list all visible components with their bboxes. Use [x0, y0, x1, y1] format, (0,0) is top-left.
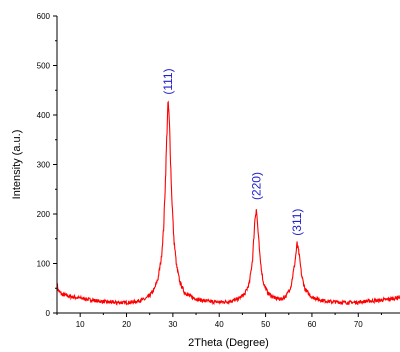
y-tick-label: 300 — [37, 161, 51, 170]
peak-label: (111) — [161, 68, 175, 94]
plot-area: (111) (220) (311) — [56, 68, 400, 306]
y-tick-label: 0 — [46, 309, 51, 318]
series-line — [56, 100, 400, 306]
x-tick-label: 40 — [215, 320, 224, 329]
x-tick-label: 30 — [168, 320, 177, 329]
x-tick-label: 70 — [354, 320, 363, 329]
y-axis-label: Intensity (a.u.) — [11, 130, 23, 200]
x-tick-label: 20 — [122, 320, 131, 329]
x-tick-label: 10 — [76, 320, 85, 329]
peak-label: (220) — [249, 172, 263, 200]
x-axis-label: 2Theta (Degree) — [188, 337, 269, 349]
labels: 2Theta (Degree) Intensity (a.u.) — [11, 130, 269, 349]
y-tick-label: 100 — [37, 260, 51, 269]
axes: 10 20 30 40 50 60 70 0 100 200 300 400 500 600 — [37, 12, 400, 329]
peak-label: (311) — [290, 209, 304, 236]
y-tick-label: 500 — [37, 62, 51, 71]
y-tick-label: 200 — [37, 210, 51, 219]
y-tick-label: 600 — [37, 12, 51, 21]
x-tick-label: 50 — [261, 320, 270, 329]
x-tick-label: 60 — [307, 320, 316, 329]
y-tick-label: 400 — [37, 111, 51, 120]
